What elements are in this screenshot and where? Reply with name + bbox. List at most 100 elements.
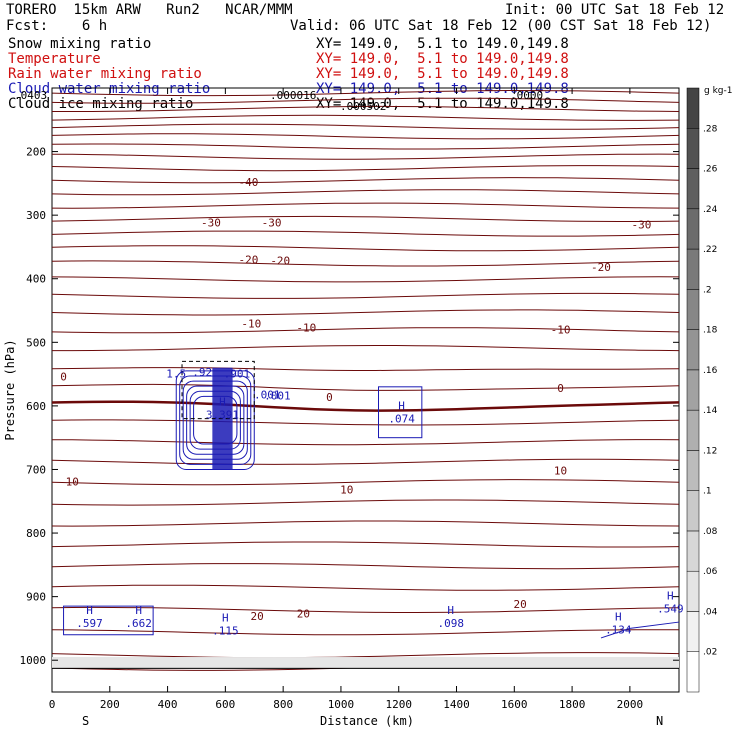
north-label: N <box>656 714 663 728</box>
field-rain-name: Rain water mixing ratio <box>8 66 202 82</box>
ground-shading <box>52 657 679 668</box>
x-tick-label: 0 <box>49 698 56 711</box>
isotherm-line <box>51 327 680 334</box>
isotherm-line <box>51 260 680 267</box>
isotherm-line <box>51 133 680 140</box>
init-time: Init: 00 UTC Sat 18 Feb 12 <box>505 2 725 18</box>
colorbar-segment <box>686 248 700 290</box>
cloud-max-value: .662 <box>125 617 152 630</box>
isotherm-line <box>51 245 680 252</box>
field-snow-name: Snow mixing ratio <box>8 36 152 52</box>
colorbar-tick-label: .1 <box>703 487 712 497</box>
isotherm-line <box>51 123 680 130</box>
colorbar-tick-label: .26 <box>703 165 718 175</box>
cloud-minor-label: .901 <box>224 367 251 380</box>
isotherm-line <box>51 479 680 486</box>
y-tick-label: 300 <box>26 209 46 222</box>
isotherm-line <box>51 367 680 371</box>
y-tick-label: 200 <box>26 146 46 159</box>
isotherm-line <box>51 292 680 299</box>
cloud-max-value: 3.391 <box>206 409 239 422</box>
colorbar-tick-label: .06 <box>703 567 718 577</box>
x-tick-label: 400 <box>158 698 178 711</box>
colorbar-tick-label: .28 <box>703 124 718 134</box>
top-label-2: .000016 <box>270 89 316 102</box>
isotherm-label: 0 <box>60 370 67 383</box>
isotherm-line <box>51 114 680 121</box>
isotherm-line <box>51 520 680 527</box>
cloud-water-contour <box>63 605 154 636</box>
cloud-water-contours <box>52 360 680 668</box>
axes: 0 200 400 600 800 1000 1200 1400 1600 1800 2000200… <box>20 88 679 711</box>
isotherm-line <box>51 419 680 426</box>
isotherm-label: 20 <box>513 598 526 611</box>
isotherm-label: 20 <box>297 608 310 621</box>
isotherm-line <box>51 309 680 316</box>
isotherm-line <box>51 652 680 659</box>
colorbar: .02 .04 .06 .08 .1 .12 .14 .16 .18 .2 .22 .24 .26 .28 <box>686 87 718 693</box>
isotherm-label: -20 <box>239 253 259 266</box>
cloud-max-value: .134 <box>605 623 632 636</box>
x-tick-label: 600 <box>215 698 235 711</box>
field-snow-xy: XY= 149.0, 5.1 to 149.0,149.8 <box>316 36 569 52</box>
isotherm-line <box>51 606 680 613</box>
colorbar-tick-label: .24 <box>703 205 718 215</box>
isotherm-line <box>51 458 680 465</box>
isotherm-line <box>52 345 680 352</box>
top-label-1: .0403 <box>14 89 47 102</box>
isotherm-line <box>51 143 680 150</box>
colorbar-tick-label: .12 <box>703 446 717 456</box>
field-temperature-xy: XY= 149.0, 5.1 to 149.0,149.8 <box>316 51 569 67</box>
cloud-max-marker: H <box>135 604 142 617</box>
cloud-max-marker: H <box>222 612 229 625</box>
field-cloudwater-name: Cloud water mixing ratio <box>8 81 211 97</box>
isotherm-label: 0 <box>557 382 564 395</box>
field-cloudice-name: Cloud ice mixing ratio <box>8 96 194 112</box>
colorbar-segment <box>686 409 700 451</box>
colorbar-unit: g kg-1 <box>704 86 732 96</box>
x-tick-label: 1400 <box>443 698 470 711</box>
south-label: S <box>82 714 89 728</box>
freezing-level-line <box>51 400 680 412</box>
colorbar-segment <box>686 530 700 572</box>
colorbar-segment <box>686 611 700 652</box>
forecast-hour: Fcst: 6 h <box>6 18 108 34</box>
isotherm-label: -20 <box>591 261 611 274</box>
isotherm-label: -30 <box>262 217 282 230</box>
x-tick-label: 200 <box>100 698 120 711</box>
isotherm-label: -20 <box>270 255 290 268</box>
snow-contour <box>181 360 255 420</box>
cloud-minor-label: .001 <box>264 390 291 403</box>
isotherm-line <box>51 499 680 506</box>
y-tick-label: 1000 <box>20 654 47 667</box>
field-temperature-name: Temperature <box>8 51 101 67</box>
isotherm-line <box>51 383 680 391</box>
y-tick-label: 400 <box>26 273 46 286</box>
isotherm-line <box>51 276 680 283</box>
cloud-max-marker: H <box>86 604 93 617</box>
y-axis-label: Pressure (hPa) <box>3 339 17 440</box>
isotherm-line <box>51 215 680 222</box>
cloud-max-marker: H <box>667 589 674 602</box>
x-tick-label: 1200 <box>385 698 412 711</box>
y-tick-label: 700 <box>26 463 46 476</box>
colorbar-tick-label: .22 <box>703 245 717 255</box>
isotherm-line <box>51 541 680 548</box>
x-tick-label: 2000 <box>617 698 644 711</box>
isotherm-line <box>51 584 680 591</box>
x-tick-label: 1800 <box>559 698 586 711</box>
isotherm-line <box>51 563 680 570</box>
y-tick-label: 500 <box>26 336 46 349</box>
cloud-max-value: .597 <box>76 617 103 630</box>
isotherm-line <box>51 202 680 209</box>
colorbar-tick-label: .16 <box>703 366 718 376</box>
y-tick-label: 800 <box>26 527 46 540</box>
isotherm-line <box>51 230 680 237</box>
colorbar-segment <box>686 570 700 612</box>
y-tick-label: 600 <box>26 400 46 413</box>
isotherm-line <box>52 105 680 112</box>
x-tick-label: 1000 <box>328 698 355 711</box>
top-label-3: .000502 <box>340 100 386 113</box>
top-label-4: .0000 <box>510 89 543 102</box>
y-tick-label: 900 <box>26 591 46 604</box>
